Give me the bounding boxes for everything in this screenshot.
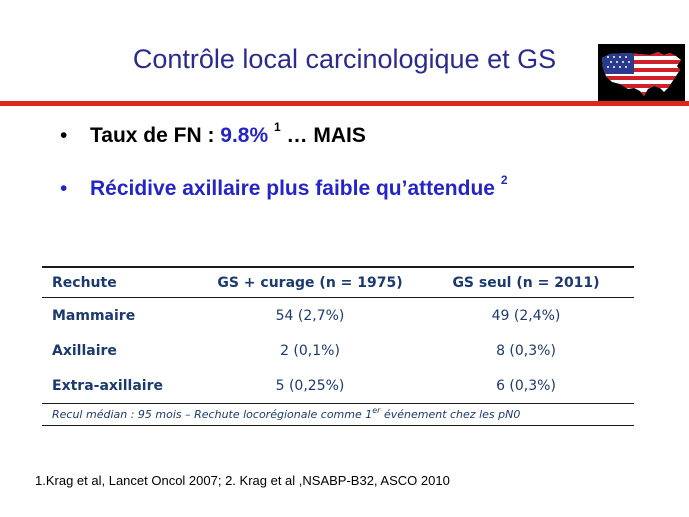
slide-title: Contrôle local carcinologique et GS [132, 44, 557, 74]
table-cell: 5 (0,25%) [275, 377, 345, 394]
row-label: Axillaire [52, 342, 117, 359]
table-header-rule [42, 297, 634, 298]
table-cell: 6 (0,3%) [496, 377, 556, 394]
bullet-axillary-recurrence: • Récidive axillaire plus faible qu’atten… [60, 173, 508, 201]
note-text: Recul médian : 95 mois – Rechute locorég… [52, 408, 373, 421]
header-cell: Rechute [52, 274, 117, 291]
header-cell: GS + curage (n = 1975) [217, 274, 403, 291]
footnote-ref: 1 [274, 120, 281, 134]
footnote-ref: 2 [500, 173, 508, 187]
note-text-end: événement chez les pN0 [380, 408, 521, 421]
bullet-false-negative: • Taux de FN : 9.8% 1 … MAIS [60, 120, 366, 148]
table-row: Extra-axillaire 5 (0,25%) 6 (0,3%) [42, 368, 634, 403]
table-header-row: Rechute GS + curage (n = 1975) GS seul (… [42, 268, 634, 297]
table-note-rule [42, 425, 634, 426]
bullet-text: Taux de FN : [90, 124, 221, 147]
table-cell: 49 (2,4%) [491, 307, 561, 324]
fn-rate-value: 9.8% [220, 124, 269, 147]
table-footnote: Recul médian : 95 mois – Rechute locorég… [42, 404, 634, 425]
references: 1.Krag et al, Lancet Oncol 2007; 2. Krag… [35, 473, 450, 488]
note-sup: er [372, 406, 381, 415]
table-row: Mammaire 54 (2,7%) 49 (2,4%) [42, 298, 634, 333]
bullet-dot: • [60, 124, 68, 147]
bullet-dot: • [60, 177, 68, 200]
header-cell: GS seul (n = 2011) [452, 274, 600, 291]
row-label: Mammaire [52, 307, 136, 324]
row-label: Extra-axillaire [52, 377, 163, 394]
table-cell: 54 (2,7%) [275, 307, 345, 324]
table-bottom-rule [42, 403, 634, 404]
table-top-rule [42, 266, 634, 268]
bullet-suffix: … MAIS [280, 124, 366, 147]
table-cell: 2 (0,1%) [280, 342, 340, 359]
flag-graphic [602, 52, 681, 96]
table-row: Axillaire 2 (0,1%) 8 (0,3%) [42, 333, 634, 368]
recurrence-table: Rechute GS + curage (n = 1975) GS seul (… [42, 266, 634, 426]
table-cell: 8 (0,3%) [496, 342, 556, 359]
title-divider [0, 101, 689, 106]
bullet-text: Récidive axillaire plus faible qu’attend… [90, 177, 495, 200]
us-map-flag-icon [598, 44, 685, 101]
